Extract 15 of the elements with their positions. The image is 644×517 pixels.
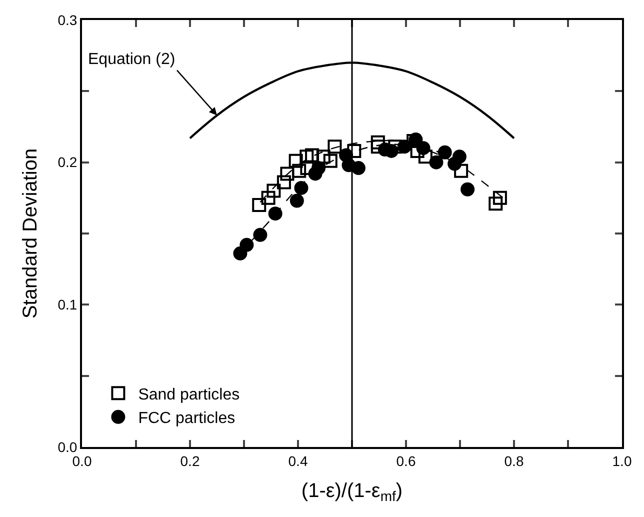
x-tick-label: 0.4 [288, 452, 308, 469]
y-tick-label: 0.3 [58, 12, 78, 28]
x-tick-label: 1.0 [612, 452, 632, 469]
y-tick-label: 0.1 [58, 296, 78, 313]
x-tick-label: 0.8 [504, 452, 524, 469]
legend-label: FCC particles [138, 410, 236, 428]
x-tick-label: 0.2 [180, 452, 200, 469]
y-tick-label: 0.2 [58, 154, 78, 170]
x-axis-title: (1-ε)/(1-ε$_{mf}$) [301, 480, 403, 504]
y-tick-label: 0.0 [58, 438, 78, 455]
legend-label: Sand particles [138, 386, 240, 404]
y-axis-title: Standard Deviation [20, 148, 42, 319]
x-tick-label: 0.6 [396, 452, 416, 469]
x-tick-label: 0.0 [72, 452, 92, 469]
annotation: Equation (2) [88, 51, 176, 68]
